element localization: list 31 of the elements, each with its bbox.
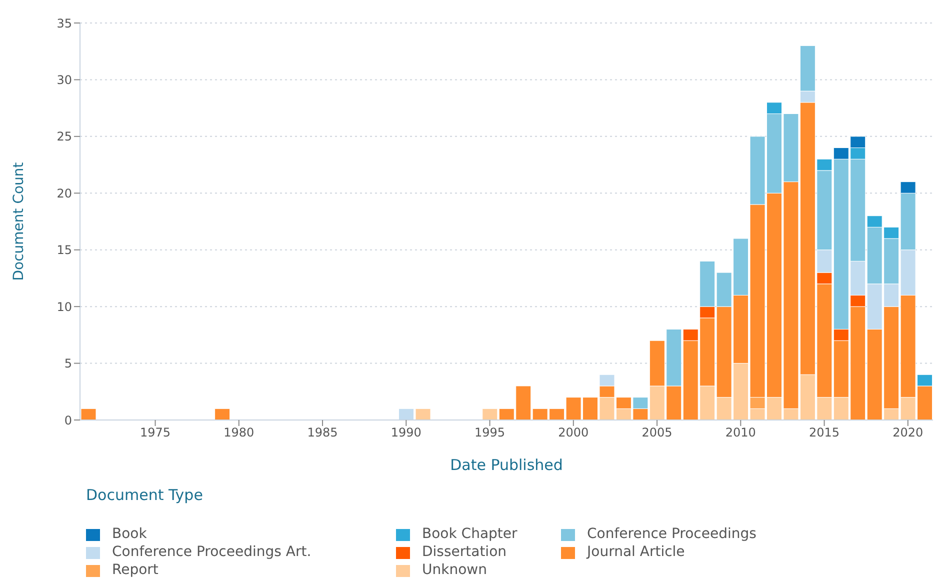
y-tick-label: 10 <box>56 300 72 314</box>
bar <box>214 408 230 420</box>
y-tick-label: 5 <box>64 356 72 371</box>
legend-label: Report <box>112 562 158 579</box>
x-tick-label: 1990 <box>390 426 422 440</box>
x-tick-label: 1985 <box>307 426 338 440</box>
legend-label: Book Chapter <box>422 526 518 543</box>
x-tick-label: 1975 <box>140 426 171 440</box>
legend-label: Dissertation <box>422 544 507 561</box>
legend-label: Book <box>112 526 147 543</box>
x-tick-label: 2015 <box>809 426 840 440</box>
y-tick-label: 0 <box>64 413 72 428</box>
y-tick-label: 35 <box>56 16 72 30</box>
x-tick-label: 2000 <box>558 426 589 440</box>
x-tick-label: 1980 <box>224 426 254 440</box>
x-axis-title: Date Published <box>450 456 563 474</box>
legend-label: Conference Proceedings Art. <box>112 544 312 561</box>
x-tick-label: 2020 <box>892 426 924 440</box>
x-tick-label: 2010 <box>725 426 756 440</box>
legend-label: Conference Proceedings <box>587 526 756 543</box>
bar <box>80 408 96 420</box>
x-tick-label: 1995 <box>474 426 506 440</box>
legend-label: Unknown <box>422 562 487 579</box>
y-tick-label: 15 <box>56 243 72 258</box>
y-axis-title: Document Count <box>10 162 27 281</box>
x-tick-label: 2005 <box>642 426 672 440</box>
legend-label: Journal Article <box>587 544 685 561</box>
y-tick-label: 20 <box>56 186 72 200</box>
legend-title: Document Type <box>86 486 204 504</box>
y-tick-label: 30 <box>56 72 72 87</box>
y-tick-label: 25 <box>56 130 72 144</box>
